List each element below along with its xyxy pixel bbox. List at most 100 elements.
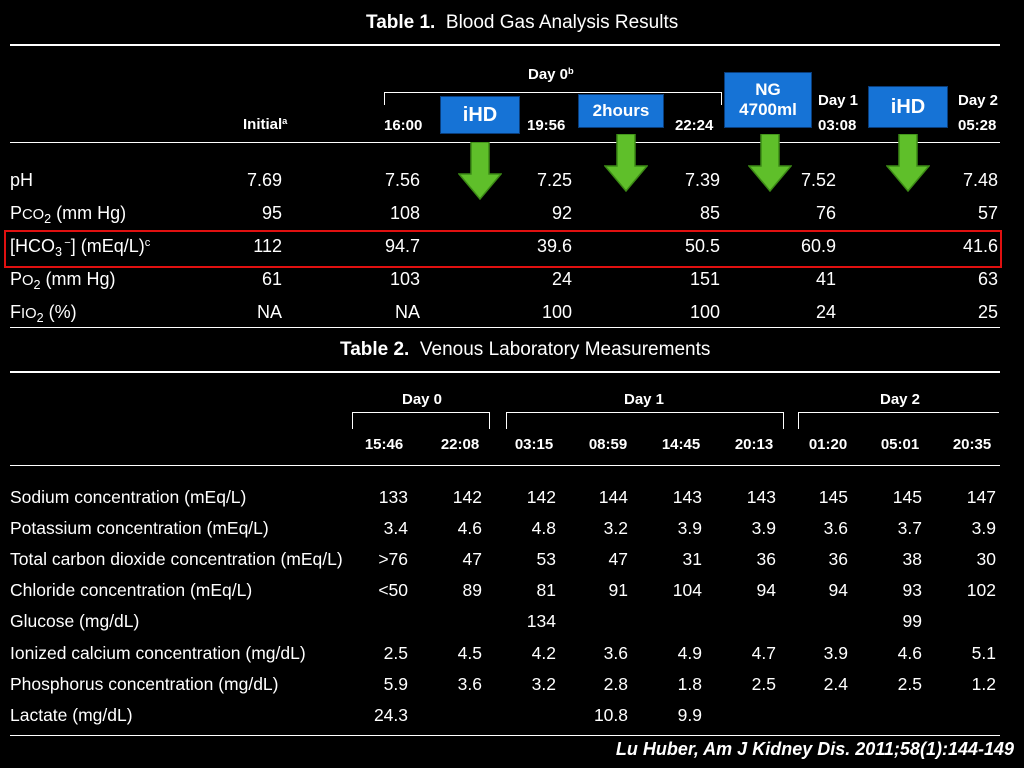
t2-cell: 4.7 xyxy=(751,643,776,663)
t1-cell: 7.39 xyxy=(684,170,720,190)
t2-cell: 2.4 xyxy=(823,674,848,694)
t2-cell: 9.9 xyxy=(677,705,702,725)
t1-cell: 92 xyxy=(551,203,572,223)
t1-header-0308: 03:08 xyxy=(818,117,857,134)
table2-title: Table 2. Venous Laboratory Measurements xyxy=(340,339,710,361)
t2-cell: 36 xyxy=(828,549,848,569)
t2-header-day1: Day 1 xyxy=(624,391,665,408)
t1-header-1600: 16:00 xyxy=(384,117,423,134)
t1-cell: 24 xyxy=(815,302,836,322)
t1-row-label: [HCO3 −] (mEq/L)c xyxy=(10,236,151,259)
t2-cell: 30 xyxy=(976,549,996,569)
t2-row-label: Total carbon dioxide concentration (mEq/… xyxy=(10,549,343,569)
t2-cell: 144 xyxy=(598,487,628,507)
t2-cell: 24.3 xyxy=(373,705,408,725)
t2-day0-bracket xyxy=(352,412,490,429)
table2-top-rule xyxy=(10,371,1000,373)
t2-cell: 31 xyxy=(682,549,702,569)
t2-time-header: 01:20 xyxy=(808,436,848,453)
t2-row-label: Phosphorus concentration (mg/dL) xyxy=(10,674,279,694)
t2-cell: 102 xyxy=(966,580,996,600)
t1-cell: 24 xyxy=(551,269,572,289)
t2-cell: 99 xyxy=(902,611,922,631)
t2-cell: 142 xyxy=(526,487,556,507)
t2-cell: 2.8 xyxy=(603,674,628,694)
t1-cell: 50.5 xyxy=(684,236,720,256)
table2-title-text: Venous Laboratory Measurements xyxy=(419,339,711,360)
t2-row-label: Chloride concentration (mEq/L) xyxy=(10,580,253,600)
ihd-callout-1-text: iHD xyxy=(462,103,498,126)
t2-cell: 2.5 xyxy=(897,674,922,694)
t2-cell: 4.9 xyxy=(677,643,702,663)
table1-top-rule xyxy=(10,44,1000,46)
t2-cell: <50 xyxy=(378,580,408,600)
t1-cell: 151 xyxy=(689,269,720,289)
t2-cell: 94 xyxy=(756,580,776,600)
t1-header-2224: 22:24 xyxy=(675,117,714,134)
t1-cell: 76 xyxy=(815,203,836,223)
t1-cell: 7.52 xyxy=(800,170,836,190)
t2-cell: 47 xyxy=(462,549,482,569)
t2-cell: 3.7 xyxy=(897,518,922,538)
t2-cell: 145 xyxy=(818,487,848,507)
t2-row-label: Potassium concentration (mEq/L) xyxy=(10,518,269,538)
t1-cell: 7.25 xyxy=(536,170,572,190)
t2-row-label: Lactate (mg/dL) xyxy=(10,705,133,725)
t2-time-header: 08:59 xyxy=(588,436,628,453)
t2-row-label: Glucose (mg/dL) xyxy=(10,611,140,631)
t2-cell: 4.2 xyxy=(531,643,556,663)
t2-row-label: Ionized calcium concentration (mg/dL) xyxy=(10,643,306,663)
t2-cell: 143 xyxy=(746,487,776,507)
t1-cell: NA xyxy=(394,302,420,322)
t2-cell: 143 xyxy=(672,487,702,507)
table1-title-text: Blood Gas Analysis Results xyxy=(445,12,679,33)
ng-callout: NG 4700ml xyxy=(724,72,812,128)
t2-cell: 4.6 xyxy=(457,518,482,538)
t2-cell: 10.8 xyxy=(593,705,628,725)
t1-header-day0-text: Day 0 xyxy=(528,66,569,84)
t2-cell: 3.9 xyxy=(677,518,702,538)
t2-cell: 38 xyxy=(902,549,922,569)
t1-cell: 112 xyxy=(253,236,282,256)
t1-cell: 95 xyxy=(261,203,282,223)
t2-cell: 1.8 xyxy=(677,674,702,694)
t1-header-0528: 05:28 xyxy=(958,117,997,134)
table1-header-rule xyxy=(10,142,1000,143)
t2-cell: 4.6 xyxy=(897,643,922,663)
t1-cell: 85 xyxy=(699,203,720,223)
t1-header-initial: Initiala xyxy=(243,116,287,133)
t2-cell: 4.8 xyxy=(531,518,556,538)
table1-title: Table 1. Blood Gas Analysis Results xyxy=(366,12,678,34)
t2-cell: 93 xyxy=(902,580,922,600)
t2-cell: 53 xyxy=(536,549,556,569)
t1-cell: 7.69 xyxy=(246,170,282,190)
table2-title-label: Table 2. xyxy=(340,339,410,360)
down-arrow-icon xyxy=(458,142,502,200)
down-arrow-icon xyxy=(886,134,930,192)
table2-header-rule xyxy=(10,465,1000,466)
t1-row-label: pH xyxy=(10,170,34,190)
t2-cell: 3.2 xyxy=(531,674,556,694)
t1-cell: 41 xyxy=(815,269,836,289)
t2-cell: 36 xyxy=(756,549,776,569)
t1-cell: 7.48 xyxy=(962,170,998,190)
t2-cell: 3.4 xyxy=(383,518,408,538)
ng-callout-line1: NG xyxy=(755,80,781,100)
t2-cell: 3.9 xyxy=(971,518,996,538)
citation: Lu Huber, Am J Kidney Dis. 2011;58(1):14… xyxy=(615,739,1014,759)
t1-header-day0: Day 0b xyxy=(528,66,574,83)
t1-header-initial-text: Initial xyxy=(243,116,283,134)
t1-cell: 57 xyxy=(977,203,998,223)
t2-cell: 47 xyxy=(608,549,628,569)
t1-cell: 60.9 xyxy=(800,236,836,256)
t2-cell: 2.5 xyxy=(383,643,408,663)
t1-cell: 61 xyxy=(261,269,282,289)
t2-cell: 3.6 xyxy=(457,674,482,694)
t1-cell: 94.7 xyxy=(384,236,420,256)
t1-cell: 7.56 xyxy=(384,170,420,190)
t2-cell: 2.5 xyxy=(751,674,776,694)
t1-cell: 41.6 xyxy=(962,236,998,256)
t2-cell: 3.6 xyxy=(823,518,848,538)
t2-cell: 1.2 xyxy=(971,674,996,694)
t1-row-label: PO2 (mm Hg) xyxy=(10,269,116,292)
